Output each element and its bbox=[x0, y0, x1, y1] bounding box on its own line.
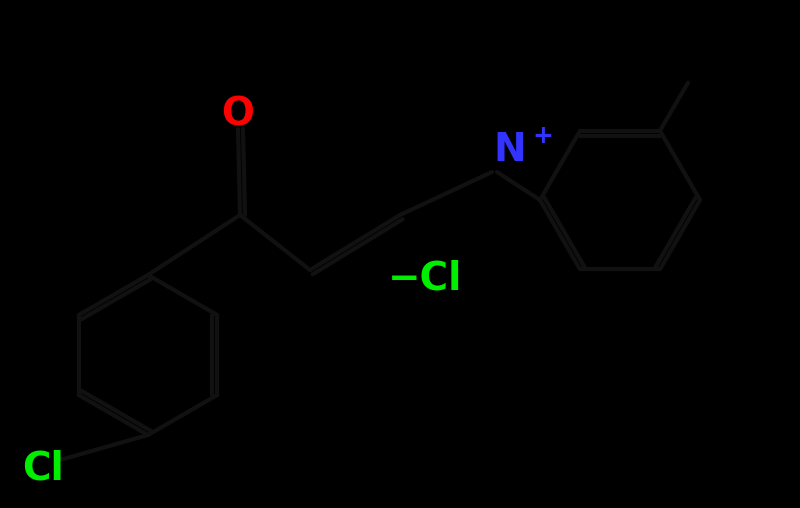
Text: O: O bbox=[222, 96, 254, 134]
Text: +: + bbox=[532, 124, 553, 148]
Text: Cl: Cl bbox=[22, 449, 64, 487]
Text: −Cl: −Cl bbox=[388, 259, 462, 297]
Text: N: N bbox=[494, 131, 526, 169]
